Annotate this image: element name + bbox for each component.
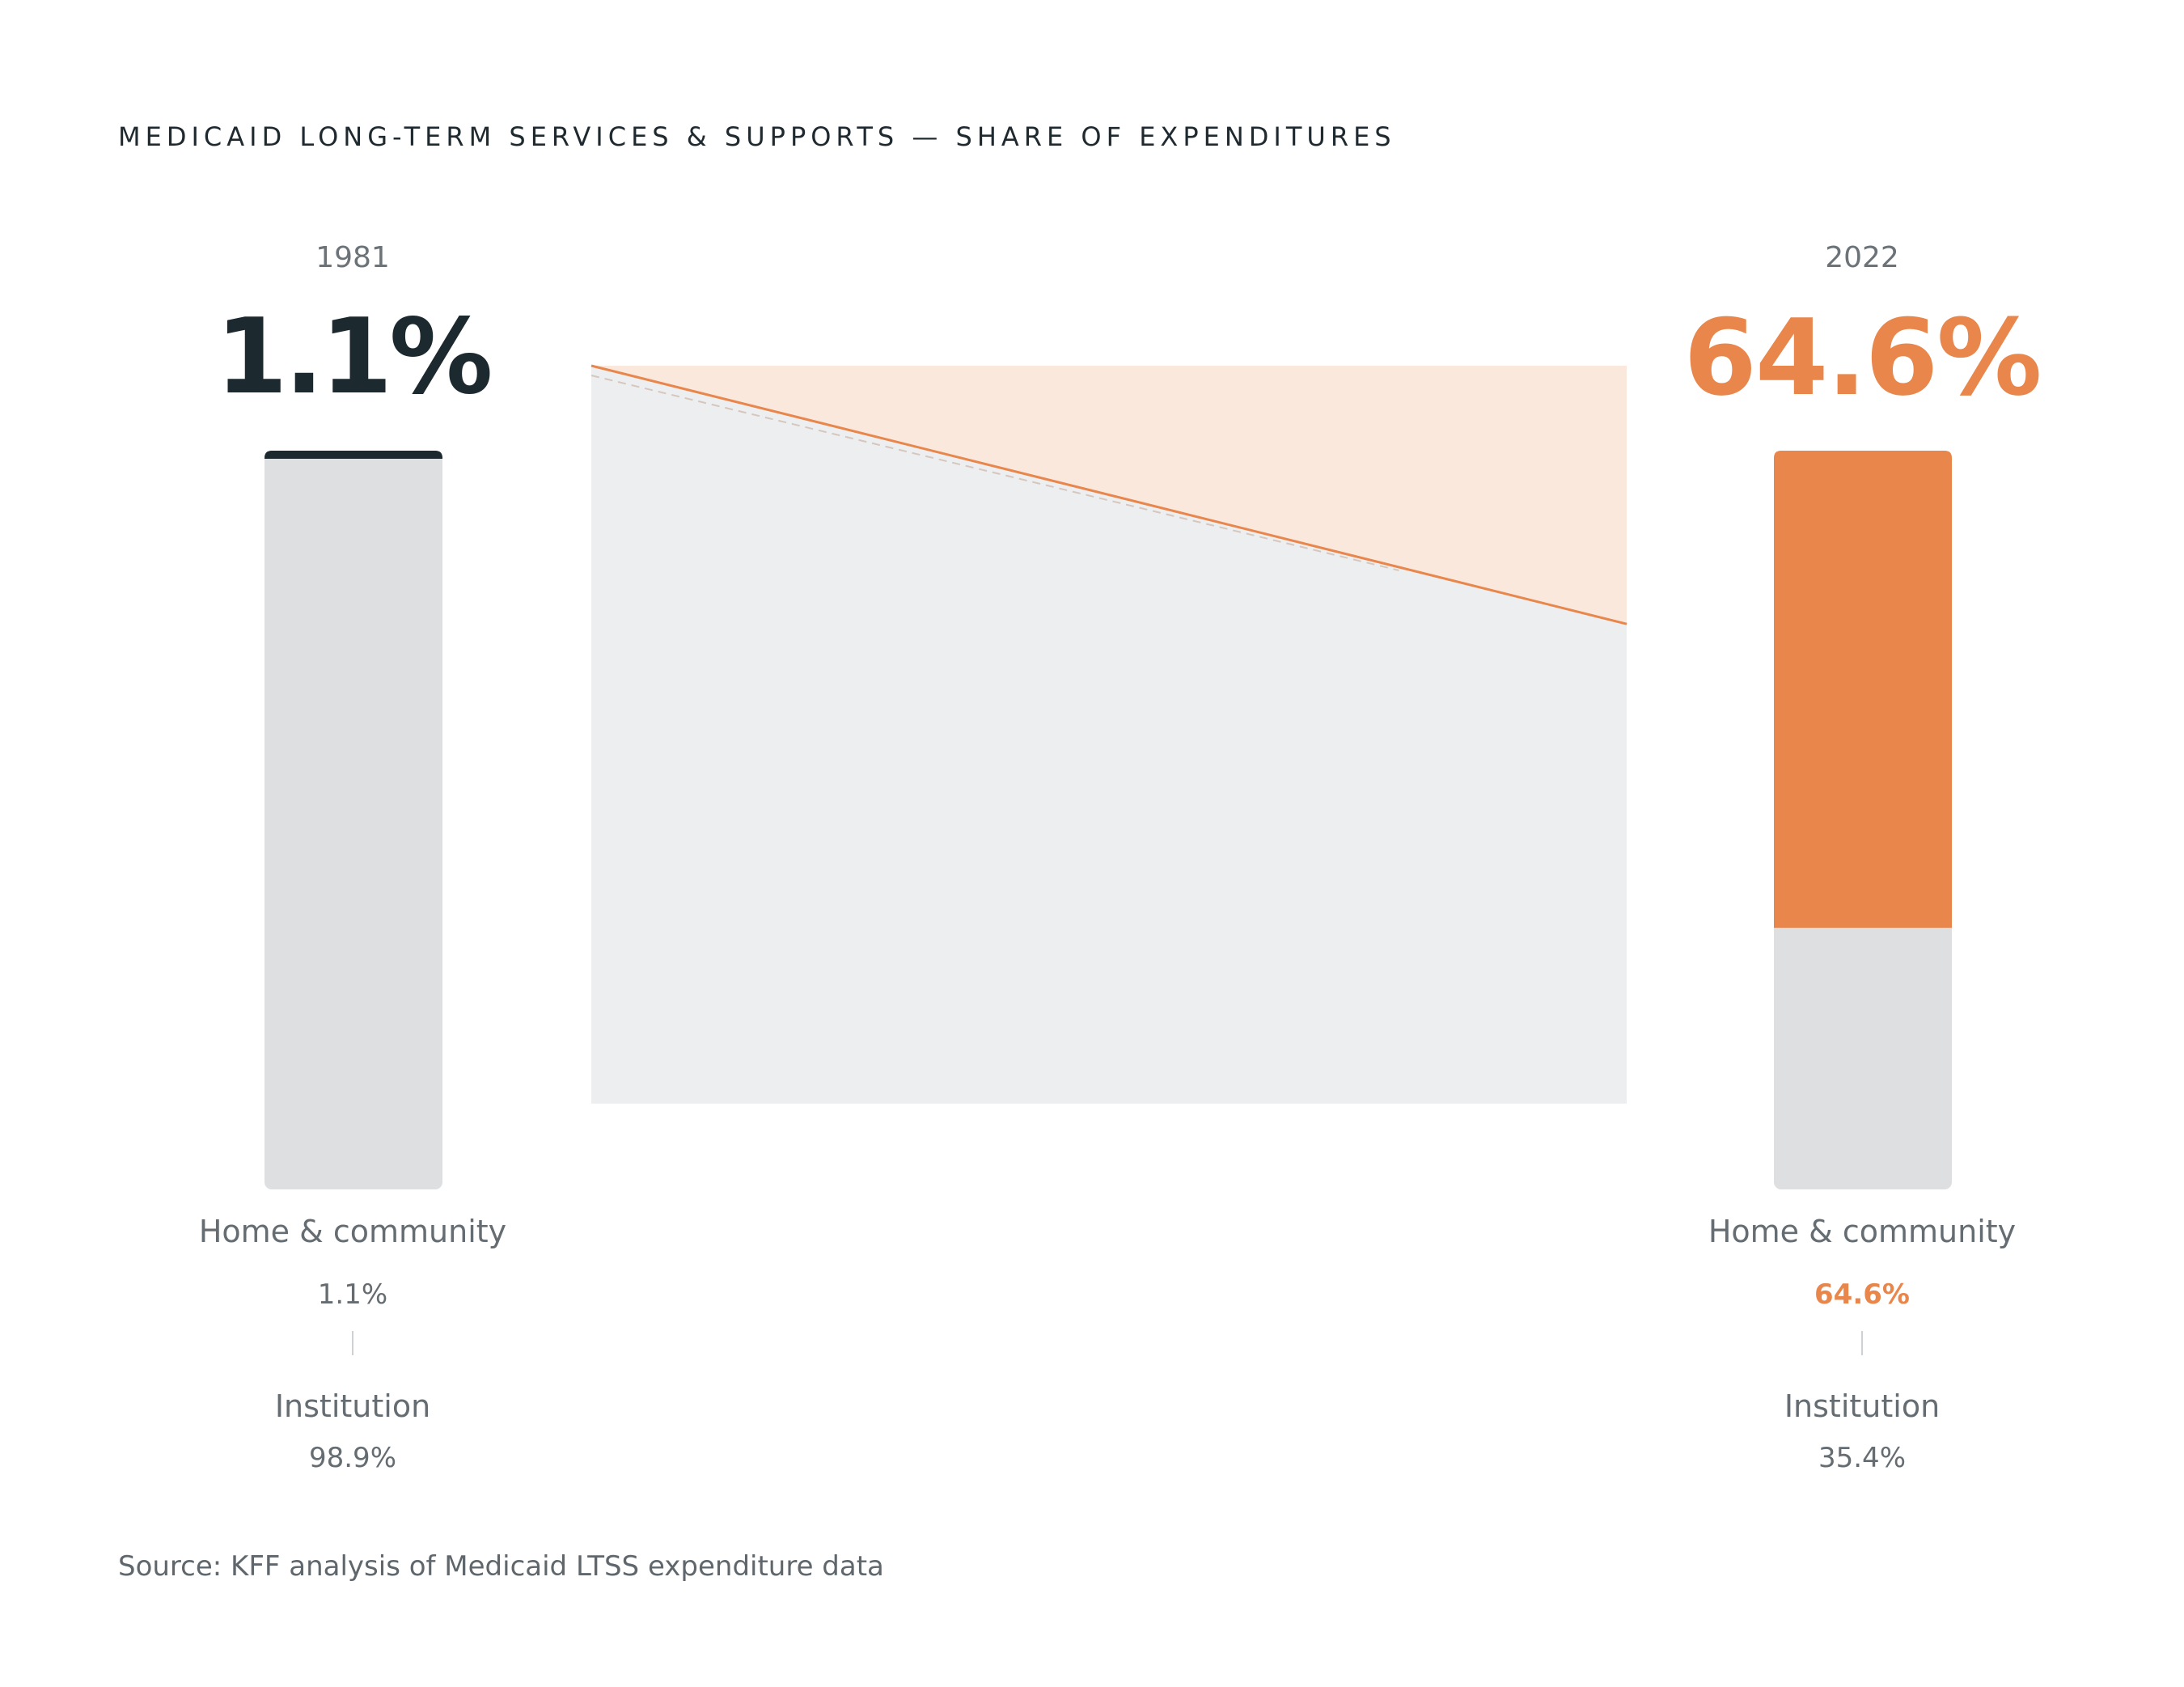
bar-1981-home-community	[265, 451, 442, 460]
legend-hcbs-value-2022: 64.6%	[1814, 1278, 1910, 1311]
legend-institution-value-2022: 35.4%	[1818, 1442, 1906, 1474]
legend-hcbs-value-1981: 1.1%	[317, 1278, 388, 1311]
bar-2022-home-community	[1774, 451, 1952, 928]
connector-trend-line	[590, 364, 1627, 625]
legend-institution-label-2022: Institution	[1784, 1388, 1941, 1424]
bar-1981	[265, 451, 442, 1189]
legend-institution-label-1981: Institution	[274, 1388, 431, 1424]
bar-2022	[1774, 451, 1952, 1189]
source-note: Source: KFF analysis of Medicaid LTSS ex…	[118, 1550, 884, 1583]
connector-area-institution	[591, 366, 1627, 1104]
headline-value-1981: 1.1%	[215, 297, 493, 418]
legend-institution-value-1981: 98.9%	[308, 1442, 396, 1474]
legend-divider-2022	[1861, 1331, 1863, 1355]
headline-value-2022: 64.6%	[1683, 296, 2042, 419]
year-label-1981: 1981	[315, 241, 390, 274]
legend-hcbs-label-1981: Home & community	[198, 1214, 507, 1249]
chart-title: MEDICAID LONG-TERM SERVICES & SUPPORTS —…	[118, 121, 1396, 152]
year-label-2022: 2022	[1825, 241, 1899, 274]
legend-hcbs-label-2022: Home & community	[1708, 1214, 2017, 1249]
legend-divider-1981	[352, 1331, 353, 1355]
connector-dashed-line	[590, 375, 1399, 571]
bar-1981-institution	[265, 451, 442, 1189]
